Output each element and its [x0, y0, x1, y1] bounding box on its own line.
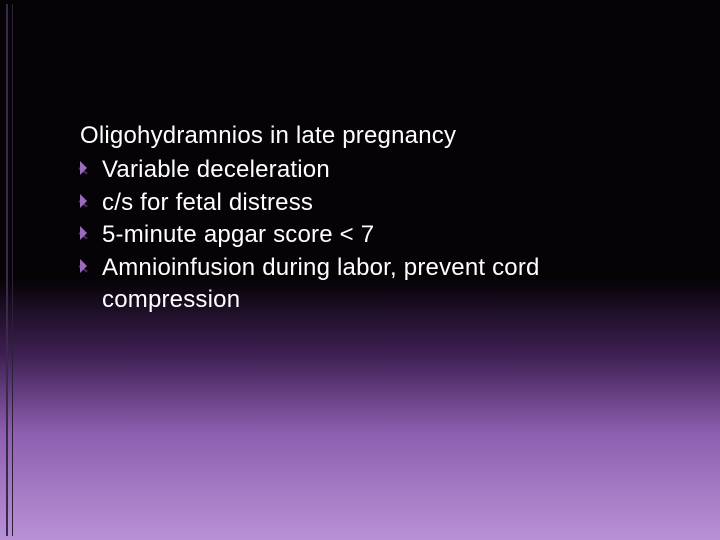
list-item: Amnioinfusion during labor, prevent cord… [80, 252, 660, 317]
left-rule-inner [12, 4, 13, 536]
list-item: c/s for fetal distress [80, 187, 660, 219]
slide-heading: Oligohydramnios in late pregnancy [80, 120, 660, 152]
list-item: 5-minute apgar score < 7 [80, 219, 660, 251]
slide: Oligohydramnios in late pregnancy Variab… [0, 0, 720, 540]
left-rule-outer [6, 4, 8, 536]
list-item: Variable deceleration [80, 154, 660, 186]
content-block: Oligohydramnios in late pregnancy Variab… [80, 120, 660, 316]
list-item-text: 5-minute apgar score < 7 [102, 219, 660, 251]
list-item-text: Variable deceleration [102, 154, 660, 186]
list-item-text: c/s for fetal distress [102, 187, 660, 219]
list-item-text: Amnioinfusion during labor, prevent cord… [102, 252, 660, 317]
